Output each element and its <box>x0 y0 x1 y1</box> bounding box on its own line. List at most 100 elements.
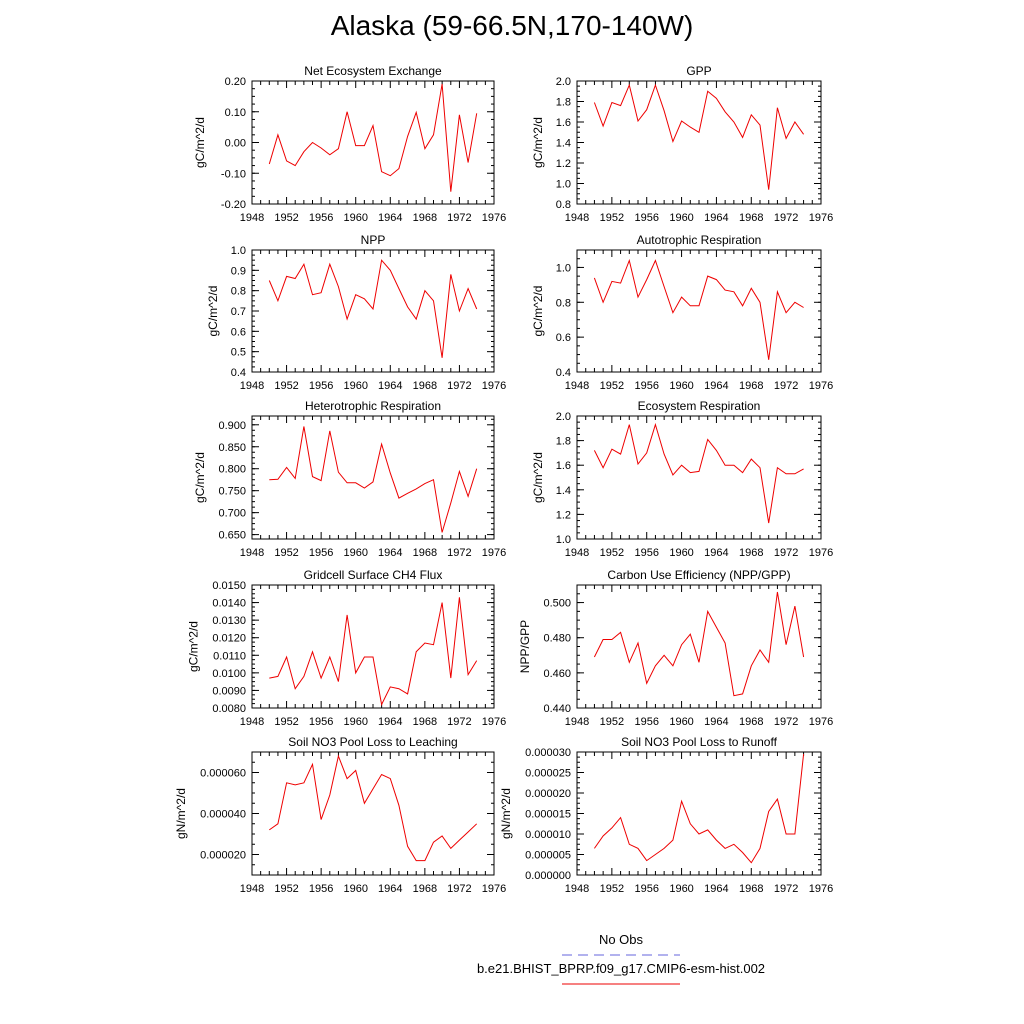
x-tick-label: 1956 <box>309 212 333 224</box>
y-tick-label: 0.900 <box>218 420 246 432</box>
x-tick-label: 1976 <box>482 883 506 895</box>
y-tick-label: 0.000025 <box>525 768 571 780</box>
panel-title: Heterotrophic Respiration <box>305 399 441 413</box>
series-line <box>593 422 804 524</box>
x-tick-label: 1976 <box>809 212 833 224</box>
y-tick-label: 1.8 <box>556 97 571 109</box>
x-tick-label: 1968 <box>413 547 437 559</box>
plot-frame <box>251 80 495 205</box>
plot-frame <box>576 584 822 709</box>
y-tick-label: 1.0 <box>556 534 571 546</box>
x-tick-label: 1952 <box>274 883 298 895</box>
y-tick-label: 1.8 <box>556 436 571 448</box>
y-tick-label: 1.2 <box>556 158 571 170</box>
y-axis-label: gC/m^2/d <box>206 286 220 337</box>
y-axis-label: gC/m^2/d <box>531 117 545 168</box>
y-tick-label: 0.000020 <box>200 850 246 862</box>
x-tick-label: 1968 <box>739 380 763 392</box>
x-tick-label: 1956 <box>634 716 658 728</box>
x-tick-label: 1968 <box>413 212 437 224</box>
x-tick-label: 1948 <box>240 716 264 728</box>
panel-title: NPP <box>361 233 386 247</box>
x-tick-label: 1976 <box>482 547 506 559</box>
x-tick-label: 1948 <box>240 212 264 224</box>
x-tick-label: 1960 <box>669 380 693 392</box>
x-tick-label: 1952 <box>274 716 298 728</box>
y-axis-label: gC/m^2/d <box>193 117 207 168</box>
y-tick-label: 0.6 <box>231 326 246 338</box>
panel-9: Soil NO3 Pool Loss to Leaching 1948 1952 19… <box>174 735 506 895</box>
x-tick-label: 1952 <box>600 380 624 392</box>
x-tick-label: 1956 <box>309 380 333 392</box>
series-line <box>268 259 478 358</box>
series-line <box>269 754 478 862</box>
y-tick-label: 0.8 <box>556 297 571 309</box>
plot-frame <box>251 249 495 373</box>
y-tick-label: 0.850 <box>218 442 246 454</box>
legend-lines <box>562 954 680 985</box>
x-tick-label: 1972 <box>447 547 471 559</box>
series-line <box>593 83 805 190</box>
panel-6: Ecosystem Respiration 1948 1952 1956 1960 196… <box>531 399 833 559</box>
x-tick-label: 1960 <box>669 716 693 728</box>
x-tick-label: 1948 <box>565 380 589 392</box>
x-tick-label: 1960 <box>669 212 693 224</box>
y-tick-label: 0.000020 <box>525 788 571 800</box>
y-tick-label: 0.000010 <box>525 829 571 841</box>
y-tick-label: 0.000030 <box>525 747 571 759</box>
plot-frame <box>576 415 822 540</box>
x-tick-label: 1964 <box>704 212 728 224</box>
panel-5: Heterotrophic Respiration 1948 1952 1956 196… <box>193 399 506 559</box>
x-tick-label: 1972 <box>447 716 471 728</box>
y-tick-label: 0.4 <box>556 367 571 379</box>
y-tick-label: 0.10 <box>225 107 246 119</box>
y-tick-label: -0.20 <box>221 199 246 211</box>
y-tick-label: 1.0 <box>231 245 246 257</box>
x-tick-label: 1956 <box>634 212 658 224</box>
panel-title: Soil NO3 Pool Loss to Leaching <box>288 735 457 749</box>
plot-frame <box>576 751 822 876</box>
panel-7: Gridcell Surface CH4 Flux 1948 1952 1956 196… <box>187 568 507 728</box>
x-tick-label: 1968 <box>739 212 763 224</box>
y-tick-label: 0.0140 <box>212 598 246 610</box>
panel-title: Gridcell Surface CH4 Flux <box>304 568 443 582</box>
x-tick-label: 1972 <box>774 380 798 392</box>
y-tick-label: 0.0150 <box>212 580 246 592</box>
x-tick-label: 1952 <box>600 716 624 728</box>
x-tick-label: 1976 <box>809 716 833 728</box>
y-axis-label: gN/m^2/d <box>499 788 513 839</box>
y-tick-label: 0.000000 <box>525 870 571 882</box>
x-tick-label: 1968 <box>739 883 763 895</box>
y-tick-label: 0.500 <box>543 598 571 610</box>
y-tick-label: 1.4 <box>556 138 571 150</box>
x-tick-label: 1948 <box>565 212 589 224</box>
plot-frame <box>251 584 495 709</box>
x-tick-label: 1968 <box>413 380 437 392</box>
y-tick-label: 0.0090 <box>212 685 246 697</box>
series-line <box>268 84 478 192</box>
x-tick-label: 1964 <box>704 380 728 392</box>
x-tick-label: 1972 <box>447 212 471 224</box>
y-tick-label: 0.7 <box>231 306 246 318</box>
x-tick-label: 1964 <box>378 547 402 559</box>
x-tick-label: 1952 <box>600 547 624 559</box>
x-tick-label: 1948 <box>565 547 589 559</box>
x-tick-label: 1948 <box>565 883 589 895</box>
y-tick-label: 0.20 <box>225 76 246 88</box>
x-tick-label: 1956 <box>634 547 658 559</box>
y-tick-label: 0.750 <box>218 486 246 498</box>
x-tick-label: 1960 <box>343 380 367 392</box>
y-tick-label: 1.2 <box>556 509 571 521</box>
x-tick-label: 1964 <box>704 883 728 895</box>
y-tick-label: 1.6 <box>556 460 571 472</box>
x-tick-label: 1960 <box>343 716 367 728</box>
panel-title: Net Ecosystem Exchange <box>304 64 442 78</box>
y-tick-label: 2.0 <box>556 76 571 88</box>
y-tick-label: 1.0 <box>556 262 571 274</box>
x-tick-label: 1972 <box>447 380 471 392</box>
series-line <box>593 753 805 864</box>
panel-title: Autotrophic Respiration <box>637 233 762 247</box>
x-tick-label: 1960 <box>343 547 367 559</box>
y-tick-label: 0.000005 <box>525 850 571 862</box>
